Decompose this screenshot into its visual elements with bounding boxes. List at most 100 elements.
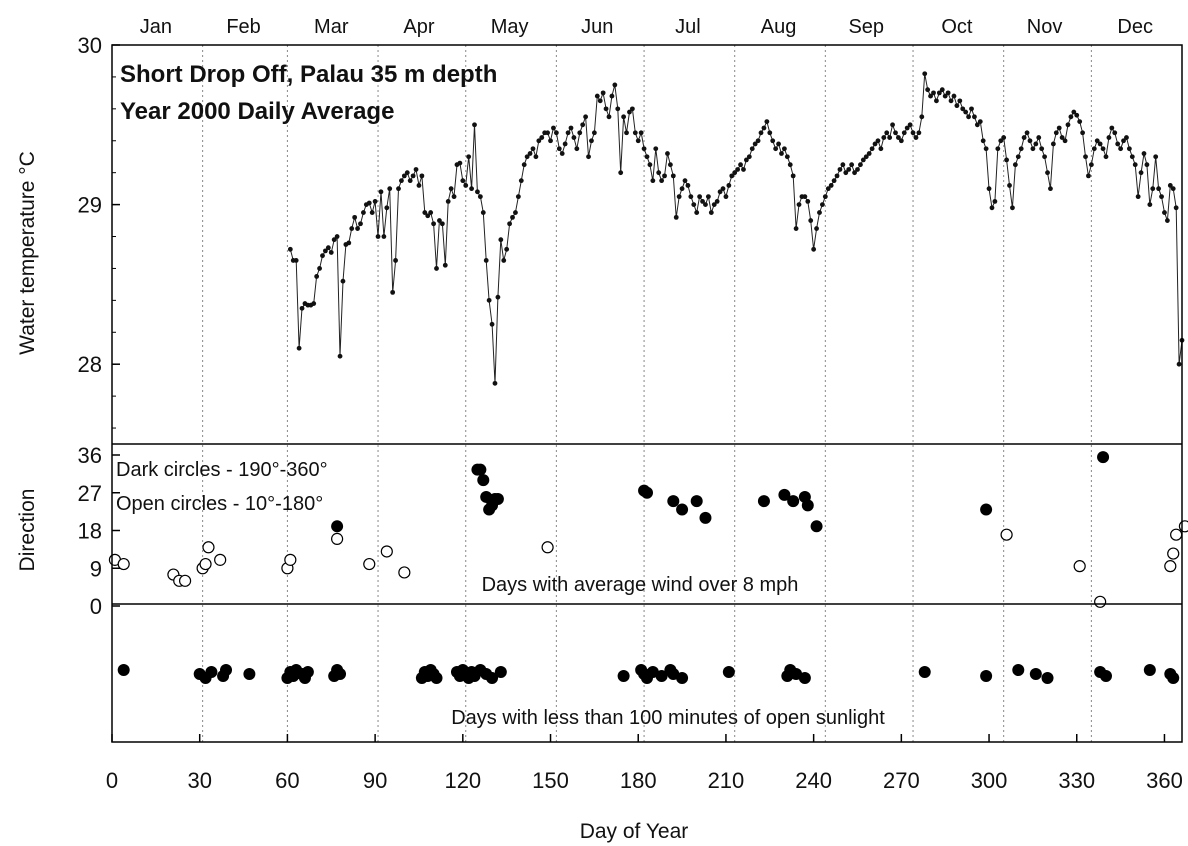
temperature-point [507,221,512,227]
direction-open-point [541,541,554,554]
temperature-point [510,214,515,220]
month-label: Apr [403,16,434,38]
temperature-point [340,278,346,284]
direction-tick-label: 0 [90,594,102,619]
x-tick-label: 180 [620,768,657,793]
temperature-point [916,130,922,136]
temperature-point [1118,146,1124,152]
temperature-point [615,106,621,112]
temperature-point [1024,130,1030,136]
temperature-point [568,125,574,131]
sunlight-point [676,672,689,684]
month-label: Sep [848,16,884,38]
temperature-point [641,146,647,152]
temperature-point [1071,109,1077,115]
temperature-point [805,199,811,204]
temperature-point [717,189,723,195]
temperature-point [989,205,995,211]
temperature-point [477,194,483,200]
temperature-point [556,146,562,152]
temperature-point [939,87,945,93]
temperature-point [653,146,659,152]
temperature-point [860,157,866,163]
temperature-point [419,173,425,179]
temperature-point [624,130,629,136]
x-tick-label: 270 [883,768,920,793]
temperature-point [831,178,837,184]
temperature-point [1156,186,1162,192]
temperature-point [746,154,752,160]
temperature-point [907,122,913,128]
temperature-point [913,135,919,140]
direction-dark-point [477,474,490,487]
legend-dark-circles: Dark circles - 190°-360° [116,459,328,481]
temperature-point [898,138,904,144]
temperature-point [834,173,840,179]
temperature-point [837,167,843,172]
temperature-point [553,130,559,136]
temperature-point [1027,138,1033,144]
temperature-point [691,202,697,208]
temperature-point [1109,125,1115,131]
direction-open-point [1170,528,1183,541]
temperature-point [919,114,925,120]
temperature-point [325,245,331,251]
temperature-point [621,114,627,120]
temperature-point [334,234,340,239]
direction-open-point [363,557,376,571]
temperature-point [612,82,618,88]
temperature-point [627,109,632,115]
temperature-point [814,226,819,231]
temperature-point [849,162,855,168]
temperature-point [647,162,653,168]
temperature-point [323,248,328,254]
temperature-axis-label: Water temperature °C [16,151,39,355]
temperature-point [448,186,454,192]
temperature-point [644,154,650,160]
temperature-point [1129,154,1135,160]
temperature-point [679,186,685,192]
x-tick-label: 210 [708,768,745,793]
temperature-point [969,106,974,112]
temperature-point [957,98,963,104]
chart-title: Short Drop Off, Palau 35 m depth [120,61,497,88]
temperature-point [764,119,770,125]
direction-dark-point [690,495,703,508]
temperature-point [337,353,343,359]
temperature-point [776,141,781,147]
temperature-point [492,380,498,386]
temperature-point [1097,141,1103,147]
temperature-point [425,213,431,219]
temperature-point [685,183,691,188]
temperature-point [790,173,796,179]
temperature-point [992,199,998,204]
temperature-point [767,130,773,136]
wind-annotation: Days with average wind over 8 mph [482,574,799,596]
temperature-point [659,178,665,184]
temperature-point [1150,186,1156,192]
temperature-point [1077,119,1083,125]
temperature-point [346,240,352,246]
temperature-point [726,183,732,188]
temperature-point [866,151,872,156]
temperature-point [515,194,521,200]
temperature-point [840,162,846,168]
temperature-point [738,162,743,168]
direction-dark-point [1097,451,1110,464]
temperature-point [820,202,825,208]
y-tick-label: 28 [78,352,102,377]
temperature-point [784,154,790,160]
temperature-point [562,141,568,147]
temperature-point [893,130,898,136]
x-tick-label: 150 [532,768,569,793]
temperature-point [863,154,869,160]
temperature-point [793,226,799,231]
temperature-point [372,199,378,204]
temperature-point [869,146,875,152]
month-label: Mar [314,16,349,38]
temperature-point [773,146,779,152]
temperature-point [480,210,486,215]
temperature-point [697,194,703,200]
month-label: Dec [1117,16,1153,38]
